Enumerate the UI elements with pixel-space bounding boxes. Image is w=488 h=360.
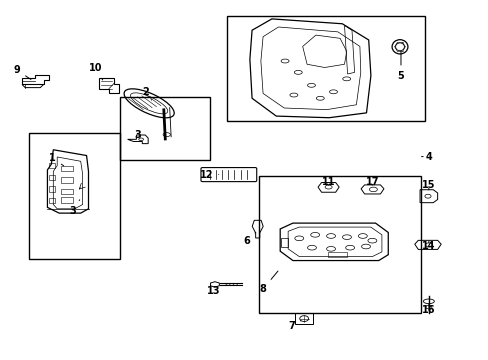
Text: 4: 4 <box>421 152 432 162</box>
Text: 16: 16 <box>421 304 435 315</box>
Text: 11: 11 <box>321 177 335 187</box>
Text: 9: 9 <box>14 65 31 80</box>
Text: 15: 15 <box>421 180 435 190</box>
Bar <box>61 197 73 203</box>
Text: 2: 2 <box>142 87 151 100</box>
Text: 12: 12 <box>199 170 218 180</box>
Text: 1: 1 <box>49 153 63 166</box>
Bar <box>259 176 420 313</box>
Text: 5: 5 <box>397 51 404 81</box>
Text: 3: 3 <box>134 130 141 140</box>
Bar <box>61 177 73 183</box>
Text: 8: 8 <box>259 271 277 294</box>
Bar <box>61 189 73 194</box>
Bar <box>327 252 346 257</box>
Text: 17: 17 <box>365 177 379 187</box>
Bar <box>295 314 312 324</box>
Bar <box>49 163 55 168</box>
Bar <box>29 133 120 259</box>
Text: 3: 3 <box>69 200 80 216</box>
Bar <box>61 166 73 171</box>
Text: 6: 6 <box>243 232 255 246</box>
Bar <box>280 238 287 247</box>
Text: 10: 10 <box>88 63 102 80</box>
Text: 7: 7 <box>288 321 300 331</box>
Bar <box>120 97 210 160</box>
Bar <box>49 186 55 192</box>
Bar <box>49 175 55 180</box>
Bar <box>227 16 425 121</box>
Text: 14: 14 <box>421 240 435 251</box>
Text: 13: 13 <box>207 285 227 296</box>
Bar <box>49 198 55 203</box>
